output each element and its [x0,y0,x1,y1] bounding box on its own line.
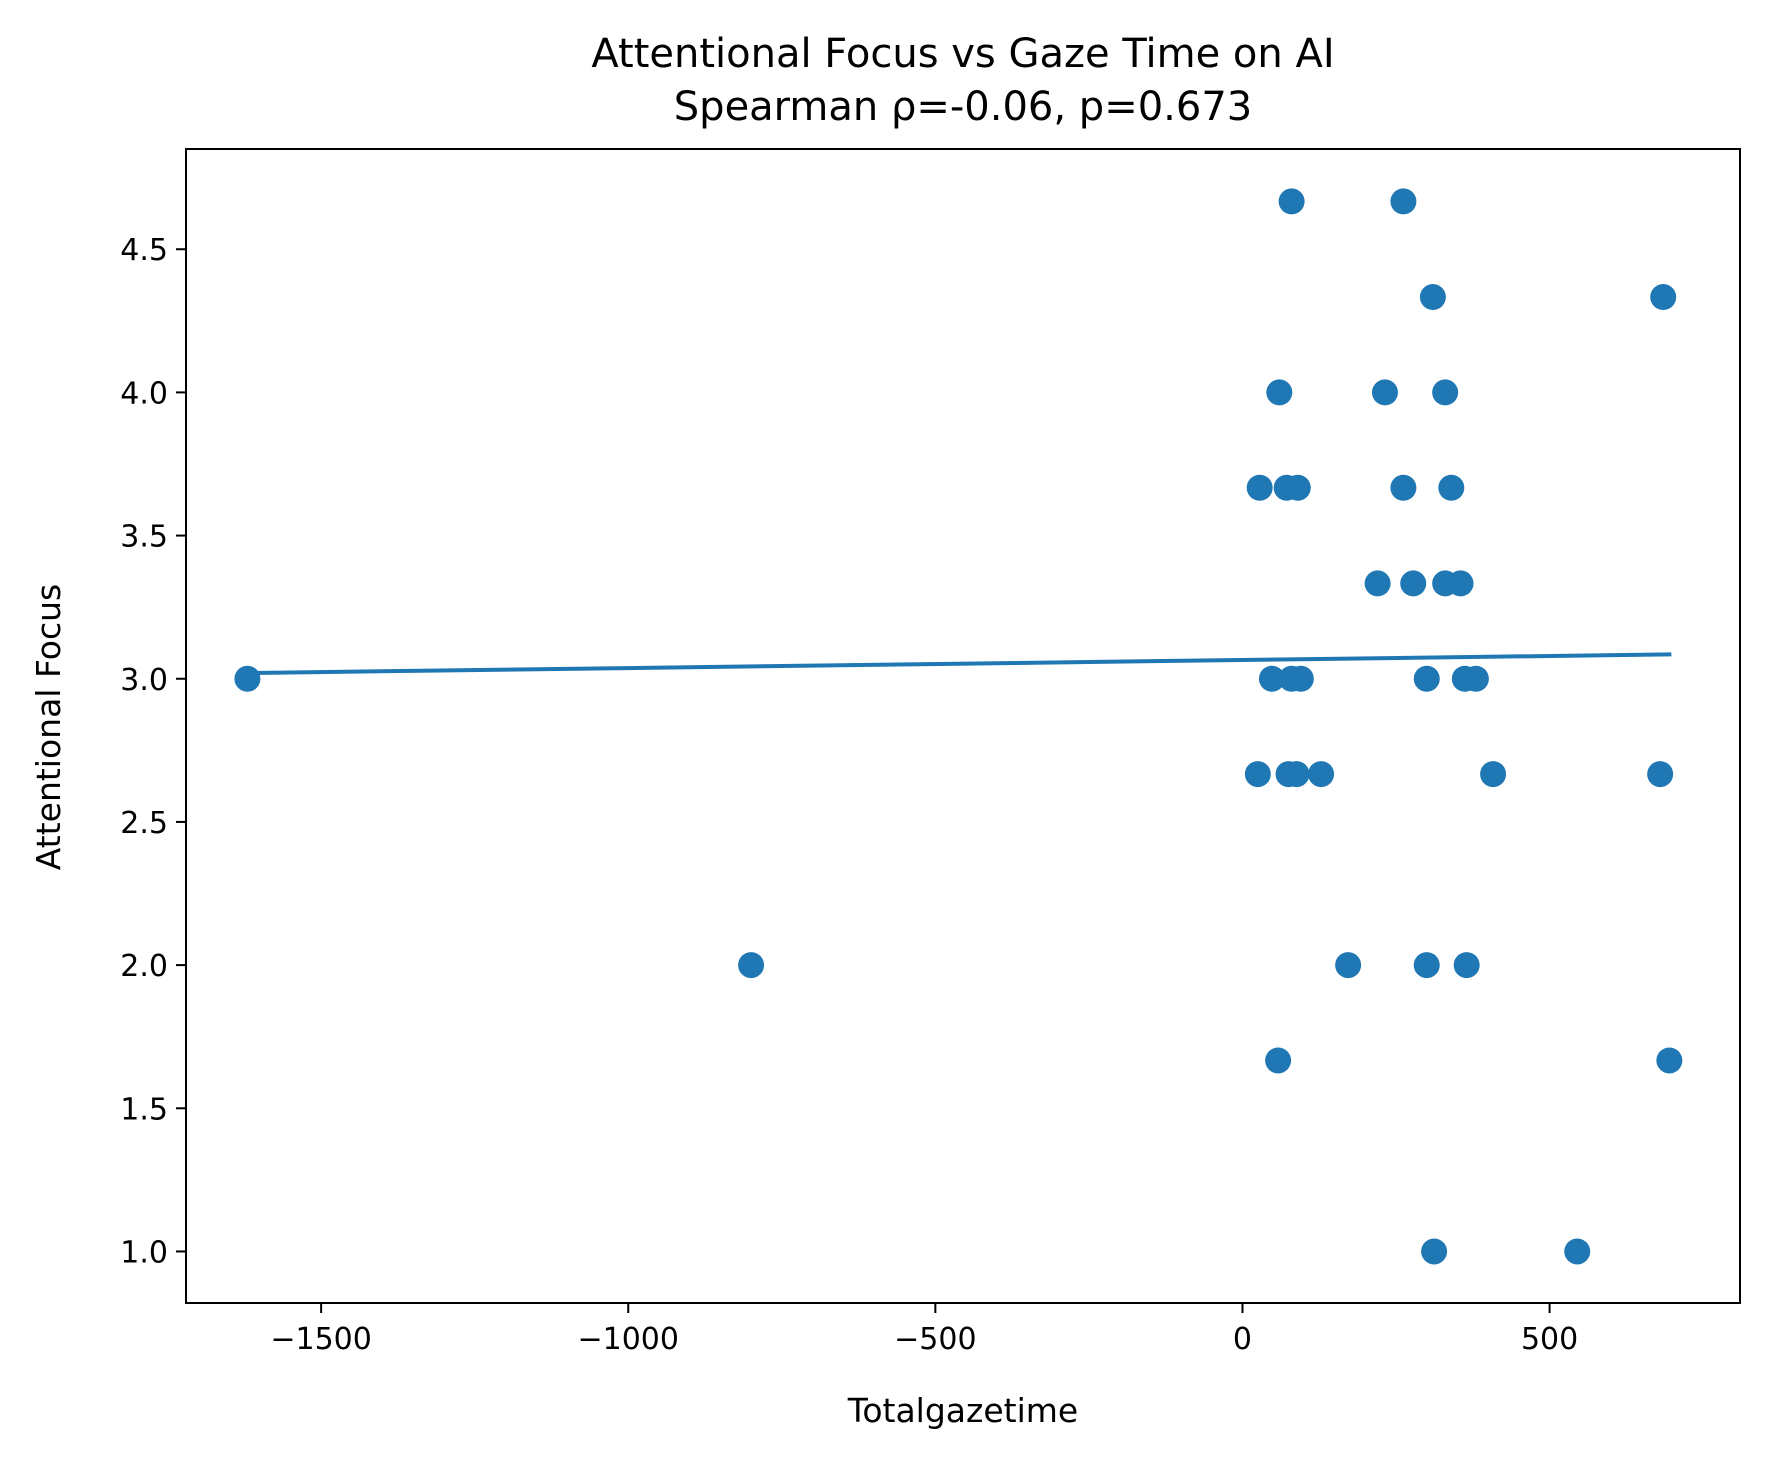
data-point-33 [1265,1047,1292,1074]
y-tick-label: 2.5 [120,806,168,841]
x-tick-label: −1000 [578,1322,679,1357]
data-point-11 [1284,474,1311,501]
x-tick-label: −500 [894,1322,976,1357]
data-point-4 [1419,284,1446,311]
data-point-1 [738,952,765,979]
trend-line [245,652,1672,676]
data-point-9 [1246,474,1273,501]
data-point-29 [1647,761,1674,788]
data-point-36 [1564,1238,1591,1265]
data-point-21 [1413,665,1440,692]
data-point-6 [1266,379,1293,406]
data-point-35 [1421,1238,1448,1265]
data-point-31 [1413,952,1440,979]
plot-area [185,148,1741,1304]
y-tick-label: 1.5 [120,1092,168,1127]
y-tick-label: 4.0 [120,376,168,411]
y-tick-label: 4.5 [120,233,168,268]
data-point-17 [1447,570,1474,597]
y-tick-label: 1.0 [120,1235,168,1270]
data-point-30 [1335,952,1362,979]
data-point-5 [1650,284,1677,311]
data-point-13 [1438,474,1465,501]
x-axis-label: Totalgazetime [847,1391,1078,1430]
data-point-15 [1400,570,1427,597]
data-point-23 [1462,665,1489,692]
data-point-26 [1283,761,1310,788]
data-point-0 [234,665,261,692]
x-axis-ticks: −1500 −1000 −500 0 500 [270,1303,1578,1357]
y-tick-label: 3.0 [120,663,168,698]
data-point-34 [1656,1047,1683,1074]
data-point-8 [1432,379,1459,406]
data-point-7 [1371,379,1398,406]
data-point-3 [1390,188,1417,215]
x-tick-label: 0 [1233,1322,1252,1357]
y-axis-label: Attentional Focus [29,584,68,870]
data-point-14 [1364,570,1391,597]
axes-frame [185,148,1741,1304]
chart-title: Attentional Focus vs Gaze Time on AI [591,31,1334,77]
x-tick-label: −1500 [270,1322,371,1357]
y-axis-ticks: 1.0 1.5 2.0 2.5 3.0 3.5 4.0 4.5 [120,233,186,1270]
data-point-32 [1453,952,1480,979]
data-point-2 [1278,188,1305,215]
data-point-24 [1244,761,1271,788]
data-point-18 [1258,665,1285,692]
data-point-27 [1308,761,1335,788]
chart-subtitle: Spearman ρ=-0.06, p=0.673 [674,84,1252,130]
y-tick-label: 3.5 [120,520,168,555]
x-tick-label: 500 [1521,1322,1578,1357]
y-tick-label: 2.0 [120,949,168,984]
data-point-28 [1480,761,1507,788]
data-point-20 [1287,665,1314,692]
data-point-12 [1390,474,1417,501]
